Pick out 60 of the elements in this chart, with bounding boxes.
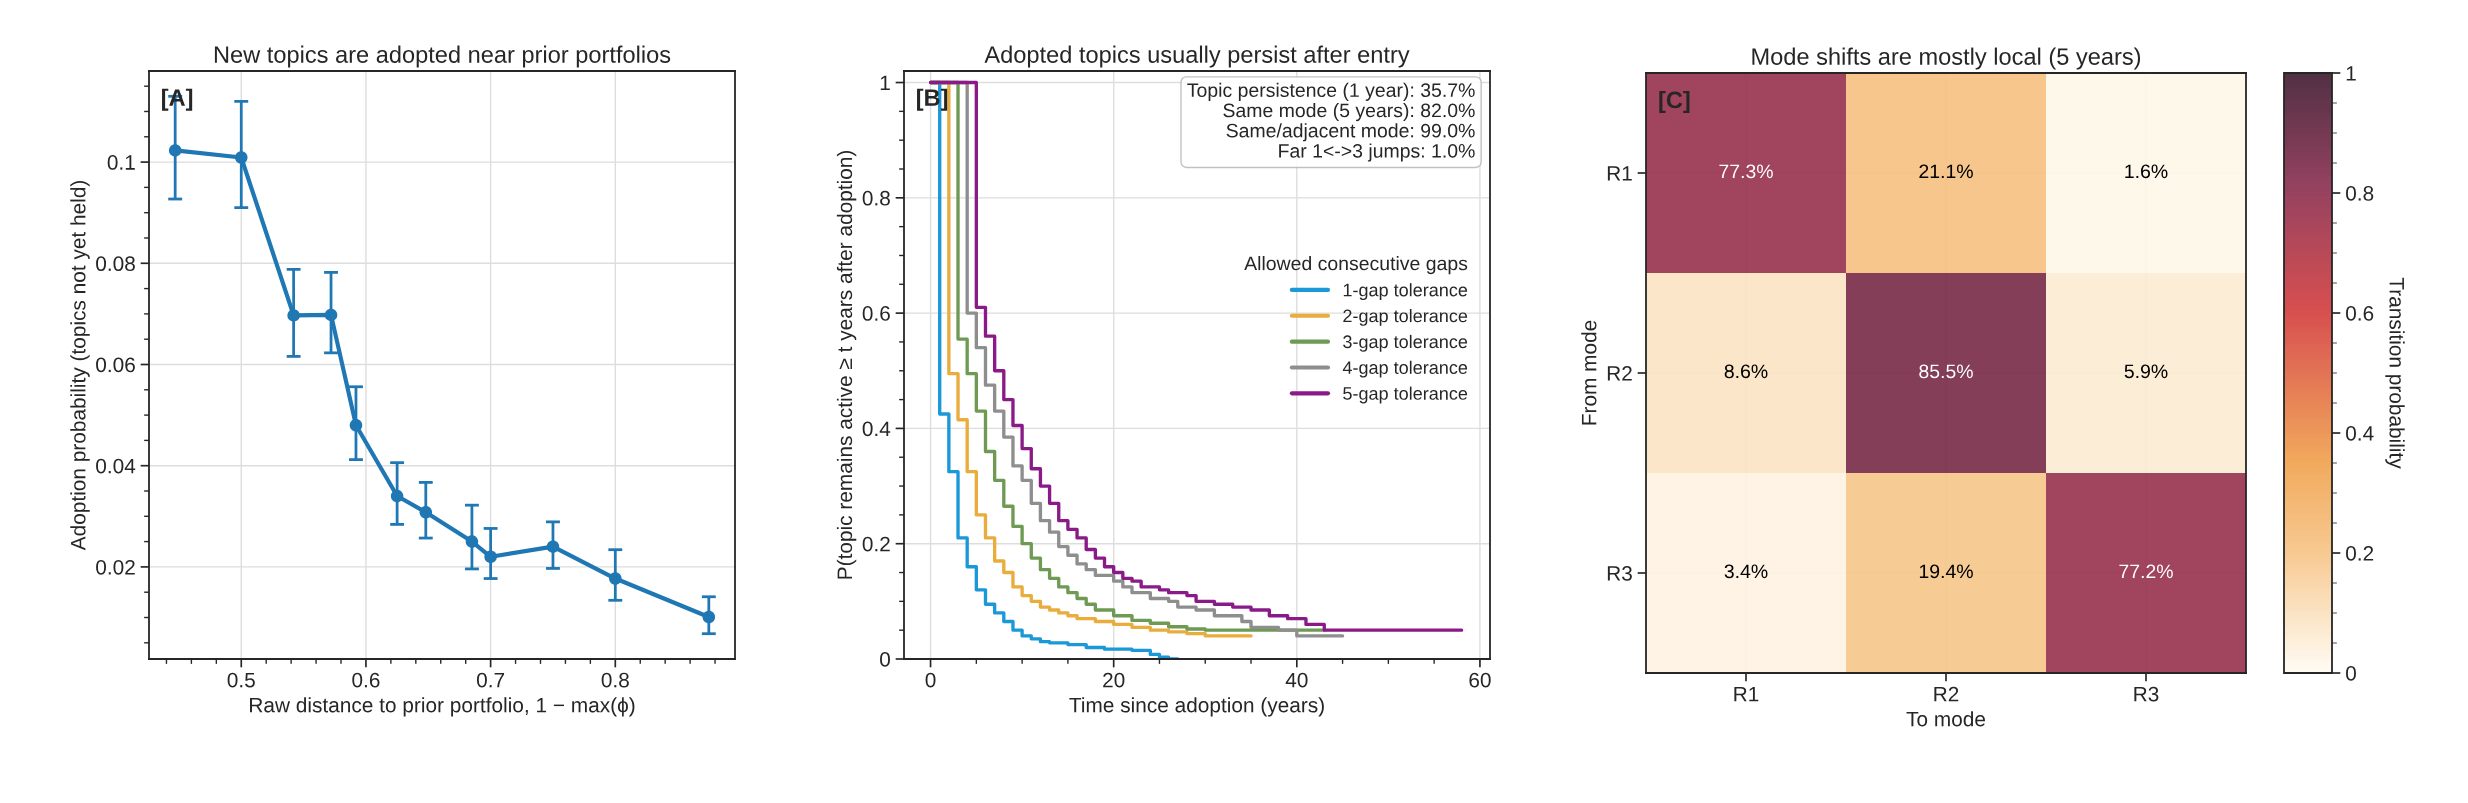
x-tick-label: 0.5 bbox=[227, 672, 255, 688]
data-label: 5.9% bbox=[2124, 364, 2168, 379]
legend-label: 5-gap tolerance bbox=[1343, 386, 1468, 404]
y-tick-label: 0 bbox=[880, 652, 890, 667]
data-label: 77.2% bbox=[2119, 564, 2173, 579]
y-tick-label: R3 bbox=[1607, 566, 1632, 581]
data-label: 21.1% bbox=[1919, 164, 1973, 179]
x-tick-label: R2 bbox=[1934, 686, 1959, 702]
x-axis-title: To mode bbox=[1906, 711, 1986, 727]
y-tick-label: 0.06 bbox=[96, 357, 135, 373]
color-bar-label: 0.8 bbox=[2346, 186, 2374, 201]
x-tick-label: 0.6 bbox=[352, 672, 380, 688]
chart-title: Mode shifts are mostly local (5 years) bbox=[1752, 47, 2141, 70]
x-axis-title: Time since adoption (years) bbox=[1069, 697, 1324, 717]
data-label: 1.6% bbox=[2125, 164, 2168, 179]
y-tick-label: 1 bbox=[880, 75, 890, 91]
y-tick-label: 0.4 bbox=[862, 421, 891, 437]
legend-label: 2-gap tolerance bbox=[1343, 309, 1468, 326]
y-axis-title: Adoption probability (topics not yet held) bbox=[70, 180, 90, 551]
data-label: 19.4% bbox=[1919, 564, 1973, 579]
y-axis-title: From mode bbox=[1581, 320, 1597, 425]
x-tick-label: 40 bbox=[1285, 672, 1308, 688]
data-label: 77.3% bbox=[1719, 164, 1773, 179]
annotation: Far 1<->3 jumps: 1.0% bbox=[1279, 143, 1475, 162]
chart-title: New topics are adopted near prior portfolios bbox=[214, 45, 671, 68]
color-bar-label: 1 bbox=[2346, 66, 2356, 81]
y-tick-label: 0.02 bbox=[96, 559, 135, 575]
x-tick-label: 0.7 bbox=[476, 672, 505, 688]
y-tick-label: 0.6 bbox=[862, 306, 890, 321]
color-bar-label: 0.2 bbox=[2346, 546, 2374, 561]
legend-label: 3-gap tolerance bbox=[1343, 334, 1468, 352]
data-label: 85.5% bbox=[1919, 364, 1973, 379]
y-tick-label: R2 bbox=[1607, 366, 1632, 381]
y-tick-label: 0.04 bbox=[96, 458, 136, 474]
annotation: Same mode (5 years): 82.0% bbox=[1223, 103, 1475, 122]
data-label: 8.6% bbox=[1724, 364, 1768, 379]
chart-title: Adopted topics usually persist after entry bbox=[984, 45, 1410, 68]
legend-label: 1-gap tolerance bbox=[1343, 283, 1468, 300]
x-tick-label: 0.8 bbox=[601, 672, 629, 688]
data-label: 3.4% bbox=[1724, 564, 1768, 579]
annotation: Topic persistence (1 year): 35.7% bbox=[1187, 82, 1475, 101]
x-axis-title: Raw distance to prior portfolio, 1 − max(ϕ) bbox=[250, 697, 635, 717]
y-tick-label: 0.8 bbox=[862, 190, 890, 206]
x-tick-label: 60 bbox=[1469, 672, 1491, 688]
color-bar-label: 0.6 bbox=[2346, 306, 2374, 321]
x-tick-label: 0 bbox=[925, 672, 936, 688]
color-bar-title: Transition probability bbox=[2385, 277, 2405, 469]
legend-title: Allowed consecutive gaps bbox=[1244, 256, 1468, 275]
y-axis-title: P(topic remains active ≥ t years after adoption) bbox=[836, 150, 857, 579]
legend-label: 4-gap tolerance bbox=[1342, 360, 1468, 378]
x-tick-label: R1 bbox=[1734, 686, 1759, 702]
color-bar-label: 0.4 bbox=[2346, 426, 2374, 441]
x-tick-label: 20 bbox=[1103, 672, 1125, 688]
y-tick-label: 0.2 bbox=[862, 536, 890, 552]
y-tick-label: 0.1 bbox=[107, 155, 135, 170]
annotation: Same/adjacent mode: 99.0% bbox=[1226, 123, 1475, 142]
y-tick-label: 0.08 bbox=[96, 256, 135, 272]
y-tick-label: R1 bbox=[1607, 166, 1632, 181]
annotation: [C] bbox=[1659, 91, 1690, 114]
x-tick-label: R3 bbox=[2134, 686, 2159, 702]
